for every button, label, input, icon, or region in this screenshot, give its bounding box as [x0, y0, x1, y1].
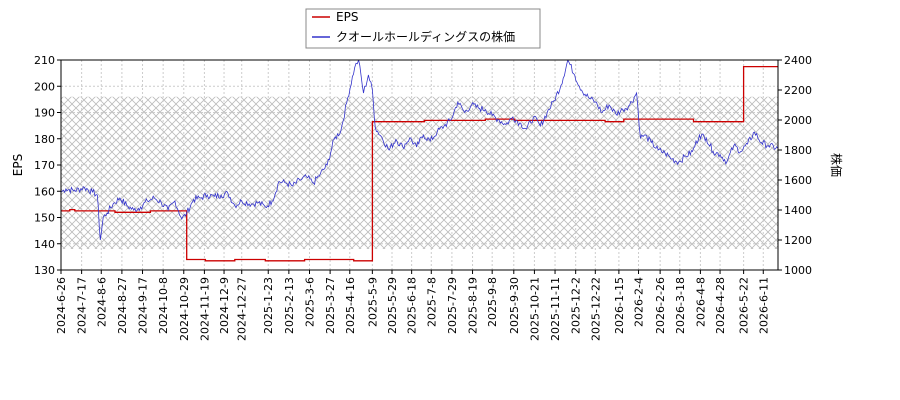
left-tick-label: 180: [34, 133, 55, 146]
x-tick-label: 2025-12-22: [589, 277, 602, 341]
x-tick-label: 2025-2-13: [283, 277, 296, 334]
right-tick-label: 1400: [784, 204, 812, 217]
x-tick-label: 2025-8-19: [467, 277, 480, 334]
x-tick-label: 2024-11-19: [198, 277, 211, 341]
series-lines: [61, 60, 778, 262]
right-tick-label: 2200: [784, 84, 812, 97]
left-tick-label: 160: [34, 185, 55, 198]
left-tick-label: 140: [34, 238, 55, 251]
right-tick-label: 1800: [784, 144, 812, 157]
legend-price-label: クオールホールディングスの株価: [336, 29, 515, 44]
x-tick-label: 2025-1-23: [262, 277, 275, 334]
x-tick-label: 2026-1-15: [613, 277, 626, 334]
eps-line: [61, 65, 778, 262]
x-tick-label: 2024-12-9: [218, 277, 231, 334]
legend-box: [305, 8, 541, 49]
left-tick-label: 210: [34, 54, 55, 67]
x-tick-label: 2026-4-8: [694, 277, 707, 327]
left-tick-label: 190: [34, 107, 55, 120]
x-tick-label: 2026-4-28: [714, 277, 727, 334]
x-tick-label: 2026-5-22: [738, 277, 751, 334]
x-tick-label: 2025-6-18: [406, 277, 419, 334]
right-tick-label: 2000: [784, 114, 812, 127]
left-tick-label: 150: [34, 212, 55, 225]
left-axis-title: EPS: [11, 154, 25, 176]
x-tick-label: 2025-3-27: [324, 277, 337, 334]
x-tick-label: 2025-11-11: [549, 277, 562, 341]
legend: EPS クオールホールディングスの株価: [305, 8, 541, 49]
x-tick-label: 2025-9-8: [486, 277, 499, 327]
x-tick-label: 2024-9-17: [137, 277, 150, 334]
x-tick-label: 2024-8-6: [95, 277, 108, 327]
x-tick-label: 2026-6-11: [757, 277, 770, 334]
ticks: 130 140 150 160 170 180 190 200 210 1000 1200 1400 1…: [34, 54, 812, 341]
x-tick-label: 2025-9-30: [508, 277, 521, 334]
x-tick-label: 2024-12-27: [236, 277, 249, 341]
x-tick-label: 2024-7-17: [76, 277, 89, 334]
x-tick-label: 2026-2-26: [654, 277, 667, 334]
x-tick-label: 2026-2-4: [633, 277, 646, 327]
x-tick-label: 2025-3-6: [303, 277, 316, 327]
right-axis-title: 株価: [829, 153, 844, 177]
x-tick-label: 2024-10-29: [178, 277, 191, 341]
x-tick-label: 2025-7-29: [446, 277, 459, 334]
right-tick-label: 1200: [784, 234, 812, 247]
right-tick-label: 2400: [784, 54, 812, 67]
legend-eps-label: EPS: [336, 10, 358, 24]
x-tick-label: 2025-5-9: [366, 277, 379, 327]
x-tick-label: 2024-8-27: [116, 277, 129, 334]
x-tick-label: 2025-4-16: [344, 277, 357, 334]
x-tick-label: 2024-10-8: [157, 277, 170, 334]
x-tick-label: 2026-3-18: [674, 277, 687, 334]
x-tick-label: 2025-5-29: [386, 277, 399, 334]
right-tick-label: 1600: [784, 174, 812, 187]
x-tick-label: 2024-6-26: [55, 277, 68, 334]
left-tick-label: 200: [34, 80, 55, 93]
stock-price-line: [61, 60, 778, 241]
x-tick-label: 2025-7-8: [425, 277, 438, 327]
x-tick-label: 2025-10-21: [528, 277, 541, 341]
right-tick-label: 1000: [784, 264, 812, 277]
left-tick-label: 170: [34, 159, 55, 172]
x-tick-label: 2025-12-2: [570, 277, 583, 334]
left-tick-label: 130: [34, 264, 55, 277]
